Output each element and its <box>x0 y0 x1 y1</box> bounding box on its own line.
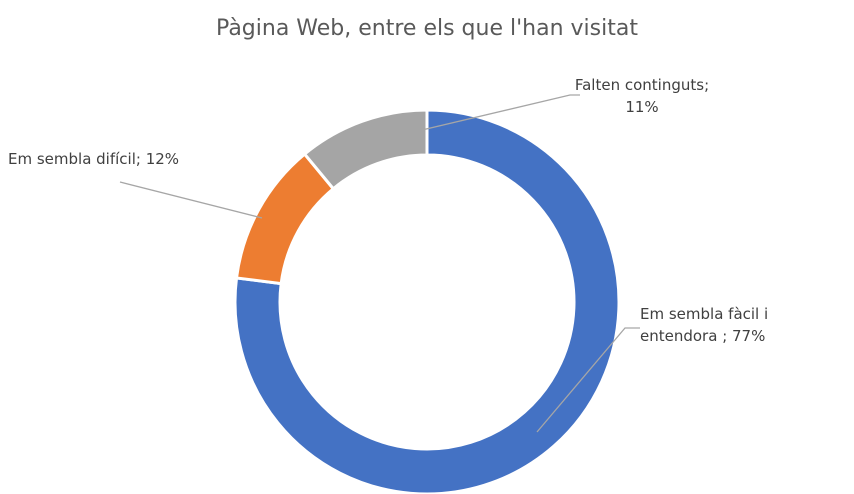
label-separator: ; <box>722 327 733 345</box>
chart-title: Pàgina Web, entre els que l'han visitat <box>216 16 638 41</box>
label-value: 11% <box>625 98 659 116</box>
label-value: 77% <box>732 327 766 345</box>
leader-line <box>421 94 580 131</box>
label-value: 12% <box>145 150 180 168</box>
label-category: Em sembla fàcil i entendora <box>640 305 769 345</box>
leader-line <box>119 181 263 219</box>
donut-slice <box>233 108 621 494</box>
leader-line <box>536 327 640 433</box>
data-label: Em sembla fàcil i entendora ; 77% <box>640 303 770 347</box>
label-separator: ; <box>704 76 710 94</box>
data-label: Em sembla difícil; 12% <box>8 148 248 170</box>
label-category: Em sembla difícil <box>8 150 136 168</box>
label-category: Falten continguts <box>574 76 705 94</box>
label-separator: ; <box>135 150 146 168</box>
data-label: Falten continguts; 11% <box>572 74 712 118</box>
donut-slice <box>302 108 429 191</box>
